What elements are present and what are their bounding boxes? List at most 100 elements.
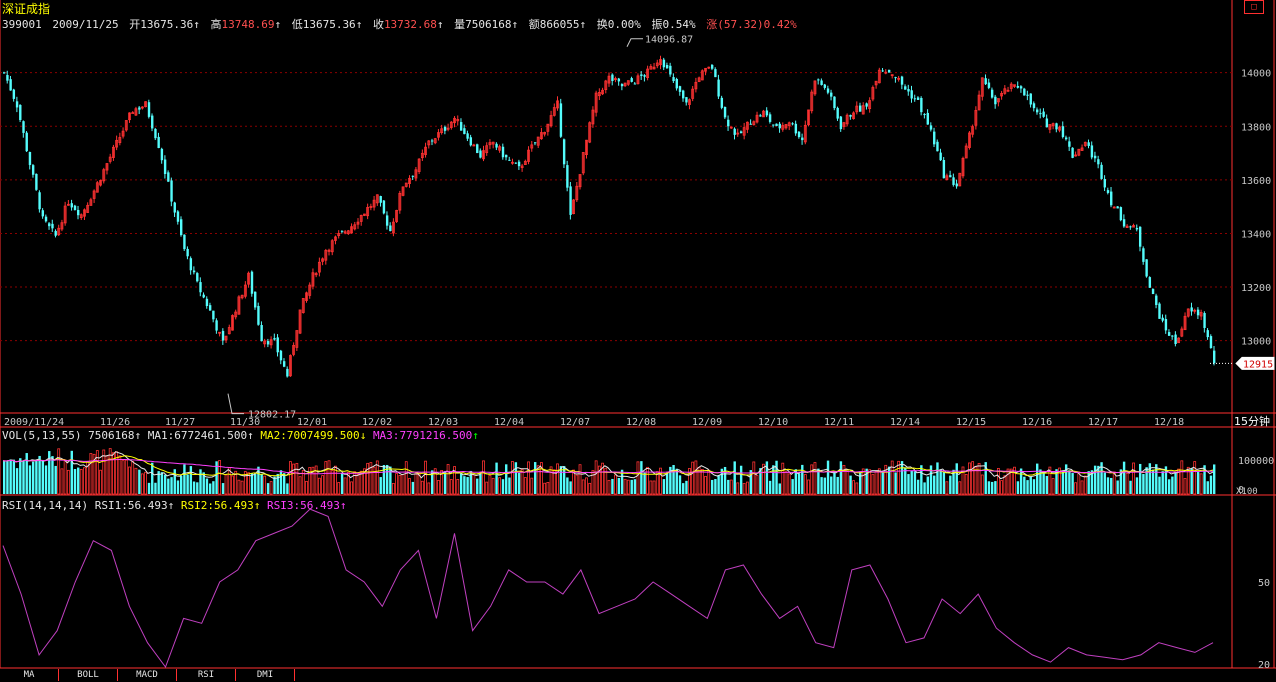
candle-body-up [395,209,399,222]
volume-bar-down [562,466,566,494]
volume-bar-down [1167,479,1171,494]
ma3-value: 7791216.500 [399,429,473,442]
candle-body-down [640,74,643,76]
candle-body-up [868,100,872,109]
volume-bar-down [31,461,35,494]
candle-body-down [1023,88,1026,96]
tab-macd[interactable]: MACD [118,669,177,681]
date-axis-label: 12/16 [1022,417,1052,428]
volume-bar-down [44,465,48,494]
volume-bar-up [311,466,315,495]
candle-body-up [604,80,608,90]
candle-body-down [900,76,904,85]
volume-bar-down [443,471,447,494]
volume-bar-down [51,456,54,494]
volume-bar-down [73,469,77,494]
amount-arrow: ↑ [579,18,587,31]
candle-body-up [89,199,93,206]
candle-body-down [1036,109,1039,113]
candle-body-up [269,339,273,346]
volume-bar-down [1042,472,1045,494]
candle-body-up [263,340,267,345]
candle-body-up [121,130,125,137]
candle-body-down [952,177,955,185]
volume-bar-up [688,468,691,495]
volume-bar-up [958,481,962,495]
volume-bar-down [157,471,160,494]
candle-body-up [1125,225,1129,229]
candle-body-up [655,62,659,67]
volume-bar-up [375,460,379,495]
volume-bar-up [1112,471,1116,495]
volume-bar-up [704,475,707,495]
volume-bar-up [868,469,872,495]
volume-bar-down [19,458,22,494]
volume-bar-down [826,460,830,494]
date-axis-label: 12/10 [758,417,788,428]
volume-bar-up [391,483,395,495]
volume-bar-up [745,481,749,495]
volume-bar-up [552,469,556,495]
tab-rsi[interactable]: RSI [177,669,236,681]
volume-bar-down [186,474,189,494]
volume-bar-up [144,471,147,495]
volume-bar-down [907,474,910,494]
volume-bar-up [105,455,109,495]
volume-bar-up [1199,473,1203,495]
min-price-leader [227,393,244,415]
volume-bar-up [346,471,350,495]
candle-body-up [343,231,347,234]
candle-body-up [540,132,543,140]
volume-bar-up [852,480,855,495]
candle-body-up [1112,206,1116,209]
candle-body-down [77,209,80,216]
candle-body-up [597,92,601,97]
tab-boll[interactable]: BOLL [59,669,118,681]
volume-bar-up [1051,478,1055,495]
rsi3-value: 56.493 [300,499,340,512]
candle-body-down [820,80,823,85]
volume-bar-up [401,473,405,495]
volume-bar-up [636,461,640,495]
volume-bar-down [936,462,939,494]
volume-bar-up [334,465,337,495]
volume-bar-up [327,460,331,495]
candle-body-down [759,115,762,117]
volume-bar-up [1048,466,1052,495]
volume-bar-up [691,461,695,495]
volume-bar-down [630,479,633,494]
candle-body-down [6,75,9,81]
candle-body-up [1132,225,1135,228]
volume-bar-up [742,483,746,495]
candle-body-down [887,69,891,73]
candle-body-down [254,291,257,308]
tab-ma[interactable]: MA [0,669,59,681]
candle-body-up [546,123,550,132]
volume-bar-up [601,462,604,495]
candle-body-up [99,180,102,186]
volume-bar-up [343,477,347,495]
candle-body-up [66,203,70,206]
volume-bar-up [121,460,125,495]
candle-body-up [1077,148,1081,156]
volume-bar-down [479,472,482,494]
volume-bar-up [655,471,659,495]
candle-body-up [781,125,785,130]
candle-body-down [772,124,775,126]
volume-bar-up [614,474,617,495]
volume-bar-up [140,473,144,495]
candle-body-up [787,122,791,127]
candle-body-up [366,207,370,217]
volume-bar-down [566,477,569,494]
candle-body-up [144,101,147,108]
window-restore-icon[interactable]: □ [1244,0,1264,14]
tab-dmi[interactable]: DMI [236,669,295,681]
volume-bar-up [485,481,489,495]
candle-body-down [19,104,22,121]
candle-body-up [86,204,90,213]
volume-bar-down [910,470,913,494]
volume-bar-up [301,470,305,495]
volume-bar-up [308,467,312,495]
candle-body-up [401,186,405,196]
